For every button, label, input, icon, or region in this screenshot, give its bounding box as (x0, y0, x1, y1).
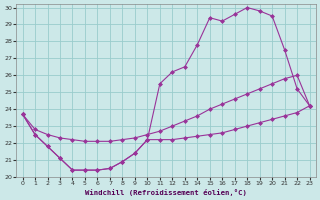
X-axis label: Windchill (Refroidissement éolien,°C): Windchill (Refroidissement éolien,°C) (85, 189, 247, 196)
